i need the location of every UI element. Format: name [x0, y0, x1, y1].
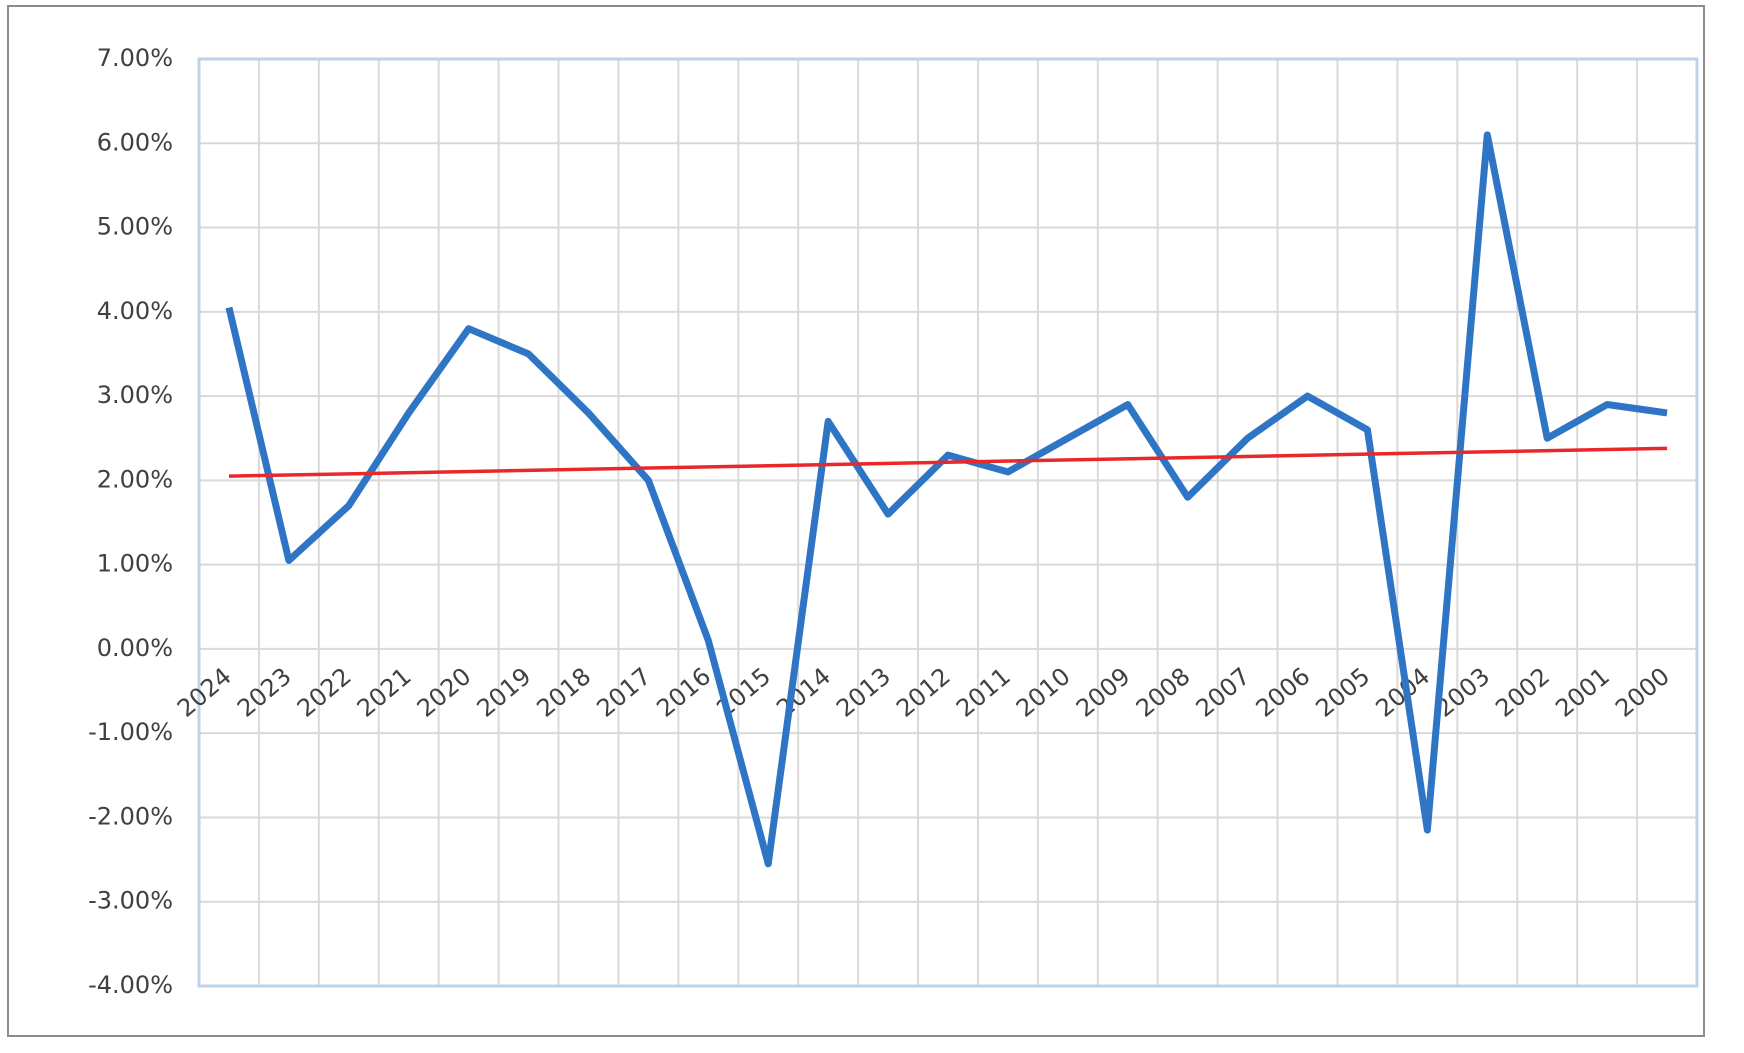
plot-area — [197, 57, 1699, 988]
y-tick-label: 7.00% — [97, 44, 173, 72]
y-tick-label: 2.00% — [97, 465, 173, 493]
y-tick-label: 4.00% — [97, 297, 173, 325]
chart-frame — [7, 5, 1705, 1037]
y-tick-label: 5.00% — [97, 213, 173, 241]
y-tick-label: -4.00% — [88, 971, 173, 999]
y-tick-label: -2.00% — [88, 802, 173, 830]
trend-line — [228, 446, 1668, 478]
data-line — [225, 131, 1668, 868]
y-tick-label: -3.00% — [88, 887, 173, 915]
y-tick-label: 1.00% — [97, 550, 173, 578]
y-tick-label: 3.00% — [97, 381, 173, 409]
y-tick-label: 6.00% — [97, 128, 173, 156]
y-tick-label: -1.00% — [88, 718, 173, 746]
y-tick-label: 0.00% — [97, 634, 173, 662]
